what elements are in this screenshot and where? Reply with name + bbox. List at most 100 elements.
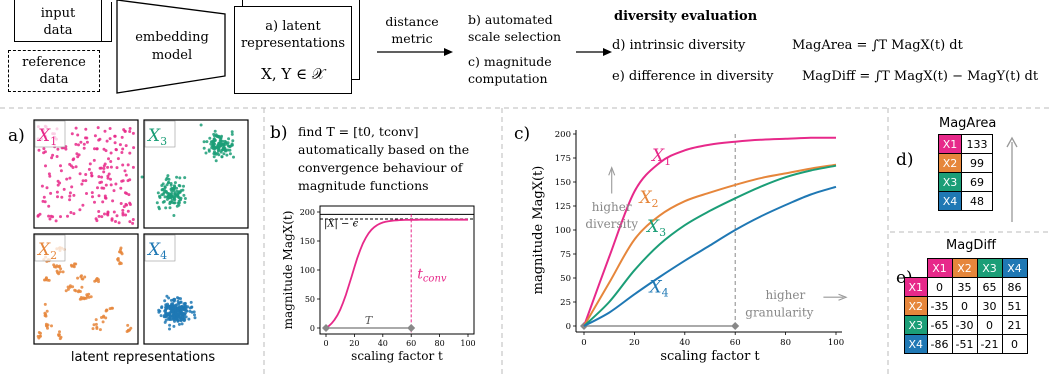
scatter-point-x1 (109, 160, 113, 163)
scatter-point-x1 (97, 214, 101, 218)
scatter-point-x1 (85, 140, 89, 144)
magdiff-cell: 35 (951, 277, 978, 297)
magdiff-row-header: X1 (904, 277, 928, 297)
scatter-point-x3 (168, 206, 172, 210)
scatter-point-x1 (112, 210, 116, 214)
magdiff-cell: 0 (976, 315, 1003, 335)
scatter-point-x3 (163, 195, 167, 199)
magdiff-col-header: X3 (976, 258, 1003, 278)
magdiff-table: X1 X2 X3 X4 X1 0 35 65 86 X2 -35 0 30 51 X3 -65 -30 0 21 X4… (904, 258, 1028, 354)
scatter-point-x3 (222, 152, 226, 156)
scatter-point-x3 (220, 155, 224, 159)
scatter-point-x3 (228, 152, 232, 156)
scatter-point-x1 (84, 179, 88, 183)
magarea-row: X1 133 (938, 134, 993, 154)
scatter-point-x3 (217, 141, 221, 145)
scatter-point-x3 (232, 155, 235, 159)
scatter-point-x1 (56, 195, 59, 199)
panel-c-chart: 0 20 40 60 80 100 0 25 50 75 100 125 150 175 200 X1 X2 X3… (531, 130, 848, 364)
scatter-point-x2 (45, 309, 49, 313)
panel-b-label: b) (270, 123, 288, 143)
scatter-point-x3 (158, 196, 162, 199)
scatter-point-x1 (128, 127, 132, 130)
panel-b-ytick-label: 0 (310, 324, 315, 333)
set-label-x4: X4 (146, 240, 167, 262)
set-label-x3: X3 (146, 126, 167, 148)
series-line-x4 (583, 185, 837, 327)
scatter-point-x1 (122, 205, 126, 209)
scatter-point-x3 (213, 138, 217, 142)
scatter-point-x4 (180, 307, 184, 311)
magdiff-cell: -35 (926, 296, 953, 316)
scatter-point-x3 (165, 176, 169, 180)
scatter-point-x4 (170, 309, 174, 313)
scatter-point-x3 (166, 174, 170, 178)
scatter-point-x1 (47, 172, 51, 176)
magdiff-cell: 65 (976, 277, 1003, 297)
scatter-point-x1 (78, 208, 82, 212)
scatter-point-x3 (227, 137, 231, 141)
scatter-point-x2 (43, 314, 47, 318)
scatter-point-x2 (68, 284, 72, 288)
scatter-point-x1 (68, 191, 72, 195)
scatter-point-x3 (207, 149, 211, 153)
scatter-point-x1 (126, 163, 130, 167)
scatter-point-x1 (59, 215, 62, 219)
scatter-point-x1 (78, 172, 82, 176)
scatter-point-x1 (106, 211, 110, 215)
scatter-point-x4 (176, 310, 180, 314)
magdiff-cell: 30 (976, 296, 1003, 316)
scatter-point-x3 (231, 139, 235, 143)
scatter-point-x1 (96, 126, 100, 130)
scatter-point-x1 (109, 177, 112, 181)
scatter-point-x3 (225, 153, 229, 157)
scatter-point-x2 (58, 330, 61, 334)
scatter-point-x1 (120, 151, 124, 154)
series-line-x3 (583, 164, 837, 327)
scatter-point-x4 (184, 315, 188, 319)
panel-b-xtick-label: 20 (349, 339, 359, 348)
scatter-point-x1 (119, 202, 123, 205)
scatter-point-x2 (76, 276, 80, 280)
magdiff-cell: -51 (951, 334, 978, 354)
scatter-point-x4 (193, 313, 196, 317)
panel-c-ytick-label: 150 (555, 178, 571, 188)
scatter-point-x1 (103, 196, 107, 200)
panel-b-xtick-label: 100 (460, 339, 475, 348)
scatter-point-x4 (164, 312, 168, 315)
scatter-point-x4 (193, 316, 197, 320)
panel-c-xtick-label: 80 (780, 338, 791, 348)
scatter-point-x3 (172, 214, 176, 217)
scatter-point-x3 (173, 192, 177, 195)
step-e-text: e) difference in diversity (612, 69, 774, 84)
scatter-point-x2 (46, 326, 49, 330)
scatter-point-x1 (121, 147, 125, 151)
scatter-point-x4 (189, 300, 193, 304)
scatter-point-x2 (87, 295, 91, 299)
scatter-point-x2 (73, 262, 76, 266)
scatter-point-x2 (47, 278, 51, 282)
panel-c-xlabel: scaling factor t (660, 349, 760, 364)
scatter-point-x1 (106, 165, 110, 169)
magdiff-col-header: X4 (1001, 258, 1028, 278)
magdiff-corner (905, 259, 928, 278)
scatter-point-x1 (48, 174, 52, 178)
magdiff-row: X3 -65 -30 0 21 (904, 315, 1028, 335)
set-label-box-x1 (34, 120, 66, 148)
scatter-point-x1 (119, 186, 123, 190)
scatter-point-x1 (71, 158, 75, 162)
scatter-point-x3 (216, 144, 220, 147)
panel-b-ytick-label: 50 (305, 295, 315, 304)
scatter-point-x3 (173, 184, 176, 188)
scatter-point-x2 (105, 308, 109, 312)
scatter-point-x2 (102, 314, 106, 318)
scatter-point-x3 (168, 195, 172, 199)
scatter-point-x1 (100, 215, 104, 219)
scatter-point-x3 (169, 187, 173, 191)
scatter-point-x3 (208, 136, 212, 140)
scatter-point-x2 (118, 261, 122, 265)
scatter-point-x2 (116, 258, 120, 262)
scatter-point-x1 (84, 127, 88, 131)
scatter-point-x4 (167, 296, 171, 300)
